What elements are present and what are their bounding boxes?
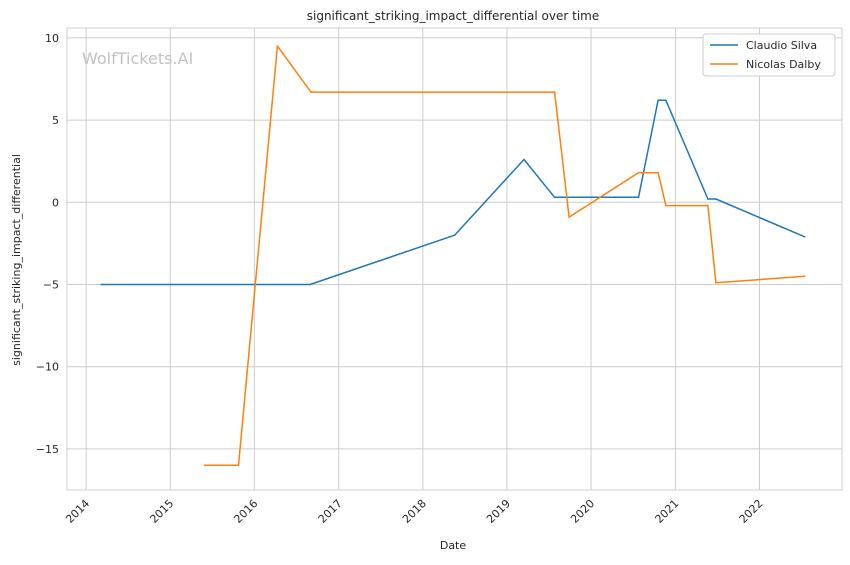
- data-point-claudio-silva-2: [453, 234, 456, 236]
- data-point-claudio-silva-0: [100, 283, 103, 286]
- chart-title: significant_striking_impact_differential…: [307, 9, 599, 23]
- series-layer: [100, 45, 806, 467]
- data-point-nicolas-dalby-7: [657, 171, 659, 174]
- data-point-nicolas-dalby-9: [707, 204, 709, 207]
- y-tick-label: 0: [52, 196, 59, 209]
- data-point-claudio-silva-3: [523, 158, 525, 161]
- data-point-claudio-silva-6: [657, 99, 659, 102]
- watermark: WolfTickets.AI: [82, 49, 193, 68]
- data-point-claudio-silva-8: [707, 198, 709, 200]
- plot-frame: [66, 27, 843, 491]
- data-point-nicolas-dalby-5: [568, 216, 570, 218]
- data-point-claudio-silva-7: [665, 99, 667, 102]
- data-point-nicolas-dalby-4: [553, 91, 556, 93]
- data-point-claudio-silva-5: [637, 196, 640, 199]
- plot-area: [67, 28, 842, 490]
- data-point-claudio-silva-4: [553, 196, 556, 199]
- data-point-nicolas-dalby-0: [203, 464, 206, 467]
- data-point-nicolas-dalby-10: [715, 282, 717, 284]
- data-point-nicolas-dalby-11: [803, 275, 806, 278]
- x-axis-label: Date: [440, 539, 467, 552]
- y-tick-label: −10: [36, 361, 59, 374]
- legend-label-claudio-silva: Claudio Silva: [746, 39, 817, 52]
- y-tick-label: 5: [52, 114, 59, 127]
- data-point-nicolas-dalby-3: [310, 91, 312, 93]
- data-point-nicolas-dalby-2: [276, 45, 279, 47]
- y-axis-label: significant_striking_impact_differential: [10, 154, 23, 366]
- data-point-claudio-silva-1: [309, 283, 311, 286]
- legend-label-nicolas-dalby: Nicolas Dalby: [746, 58, 821, 71]
- data-point-claudio-silva-9: [715, 198, 717, 200]
- y-tick-label: −5: [43, 278, 59, 291]
- data-point-nicolas-dalby-6: [637, 171, 640, 174]
- y-tick-labels: 10 5 0 −5 −10 −15: [36, 32, 59, 456]
- legend: Claudio Silva Nicolas Dalby: [702, 33, 836, 77]
- y-tick-label: 10: [45, 32, 59, 45]
- data-point-nicolas-dalby-8: [665, 204, 667, 207]
- x-gridlines: [85, 28, 760, 490]
- data-point-claudio-silva-10: [803, 236, 806, 238]
- y-tick-label: −15: [36, 443, 59, 456]
- data-point-nicolas-dalby-1: [237, 464, 240, 467]
- series-line-nicolas-dalby: [204, 45, 805, 467]
